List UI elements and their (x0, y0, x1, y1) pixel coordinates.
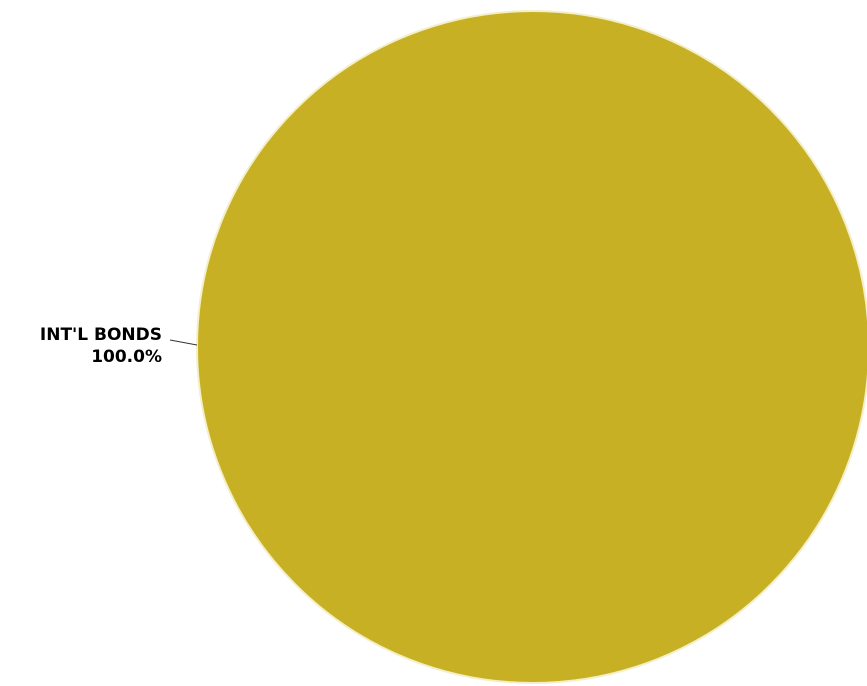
pie-slice-0 (196, 10, 867, 684)
slice-label-name: INT'L BONDS (40, 325, 162, 345)
pie-slices (196, 10, 867, 684)
slice-label-percent: 100.0% (91, 347, 162, 367)
slice-leader-line (169, 339, 198, 346)
